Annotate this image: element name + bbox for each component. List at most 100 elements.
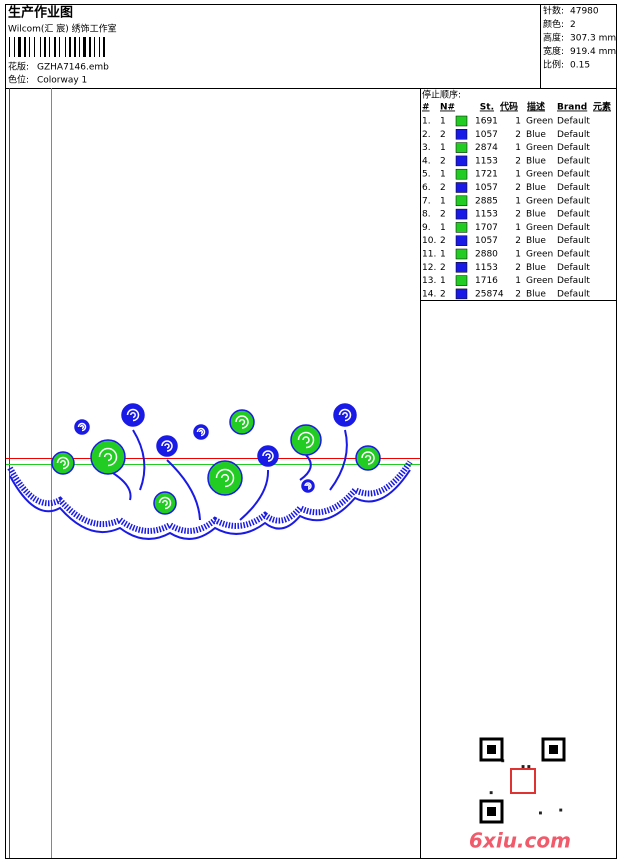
needle: 1	[440, 117, 446, 127]
rose	[290, 424, 322, 456]
barcode-bar	[83, 37, 86, 57]
color-swatch	[455, 155, 468, 167]
color-description: Blue	[526, 263, 546, 273]
stitch-count: 25874	[475, 289, 504, 299]
rose-swirl	[215, 468, 235, 488]
needle: 2	[440, 183, 446, 193]
color-description: Green	[526, 170, 553, 180]
qr-finder	[487, 745, 496, 754]
color-code: 2	[515, 289, 521, 299]
brand: Default	[557, 156, 590, 166]
colorway: Colorway 1	[37, 76, 87, 86]
barcode-bar	[24, 37, 26, 57]
color-description: Blue	[526, 289, 546, 299]
needle: 2	[440, 236, 446, 246]
rose-swirl	[126, 408, 140, 422]
barcode-bar	[14, 37, 15, 57]
stitch-count: 1153	[475, 263, 498, 273]
color-description: Blue	[526, 130, 546, 140]
rose-swirl	[235, 415, 249, 429]
rose	[156, 435, 178, 457]
stem	[107, 469, 132, 501]
rose-swirl	[262, 450, 274, 462]
barcode-bar	[94, 37, 95, 57]
color-code: 1	[515, 143, 521, 153]
color-description: Blue	[526, 156, 546, 166]
info-value: 2	[570, 20, 576, 30]
row-number: 13.	[422, 276, 436, 286]
stem	[329, 429, 348, 491]
row-number: 12.	[422, 263, 436, 273]
barcode	[9, 37, 105, 57]
barcode-bar	[99, 37, 100, 57]
brand: Default	[557, 196, 590, 206]
color-swatch	[455, 195, 468, 207]
rose	[74, 419, 90, 435]
info-label: 高度:	[543, 32, 564, 44]
qr-finder	[487, 807, 496, 816]
row-number: 9.	[422, 223, 431, 233]
qr-logo	[510, 768, 536, 794]
barcode-bar	[74, 37, 76, 57]
stitch-count: 2880	[475, 250, 498, 260]
stop-sequence-title: 停止顺序:	[422, 89, 461, 101]
needle: 2	[440, 263, 446, 273]
brand: Default	[557, 289, 590, 299]
column-header: 描述	[527, 101, 545, 113]
brand: Default	[557, 117, 590, 127]
stitch-count: 1721	[475, 170, 498, 180]
studio: Wilcom(汇 宸) 绣饰工作室	[8, 23, 117, 35]
rose-swirl	[361, 451, 375, 465]
column-header: St.	[480, 103, 494, 113]
color-swatch	[455, 182, 468, 193]
row-number: 6.	[422, 183, 431, 193]
design-preview	[6, 88, 420, 858]
color-swatch	[455, 222, 468, 233]
color-description: Green	[526, 196, 553, 206]
rose-swirl	[338, 408, 352, 422]
needle: 2	[440, 210, 446, 220]
stitch-count: 1707	[475, 223, 498, 233]
stitch-count: 2885	[475, 196, 498, 206]
info-label: 针数:	[543, 5, 564, 17]
rose	[333, 403, 357, 427]
barcode-bar	[59, 37, 60, 57]
needle: 1	[440, 276, 446, 286]
needle: 1	[440, 223, 446, 233]
color-code: 2	[515, 183, 521, 193]
design-label: 花版:	[8, 61, 29, 73]
row-number: 4.	[422, 156, 431, 166]
barcode-bar	[18, 37, 21, 57]
color-swatch	[455, 262, 468, 273]
rose	[207, 460, 243, 496]
rose-swirl	[158, 496, 172, 510]
brand: Default	[557, 170, 590, 180]
brand: Default	[557, 130, 590, 140]
color-swatch	[455, 142, 468, 153]
color-description: Blue	[526, 183, 546, 193]
qr-code	[479, 737, 566, 824]
color-description: Green	[526, 143, 553, 153]
barcode-bar	[49, 37, 50, 57]
rose	[301, 479, 315, 493]
row-number: 14.	[422, 289, 436, 299]
rose-swirl	[56, 456, 70, 470]
color-swatch	[455, 168, 468, 180]
needle: 1	[440, 143, 446, 153]
brand: Default	[557, 223, 590, 233]
rose	[153, 491, 177, 515]
column-header: N#	[440, 103, 455, 113]
row-number: 3.	[422, 143, 431, 153]
color-description: Blue	[526, 210, 546, 220]
stem	[299, 454, 312, 481]
lace-border	[7, 460, 413, 534]
stitch-count: 1691	[475, 117, 498, 127]
qr-module	[527, 765, 531, 768]
needle: 1	[440, 196, 446, 206]
info-value: 0.15	[570, 61, 590, 71]
color-code: 1	[515, 223, 521, 233]
color-swatch	[455, 288, 468, 300]
color-swatch	[455, 275, 468, 286]
color-code: 2	[515, 263, 521, 273]
